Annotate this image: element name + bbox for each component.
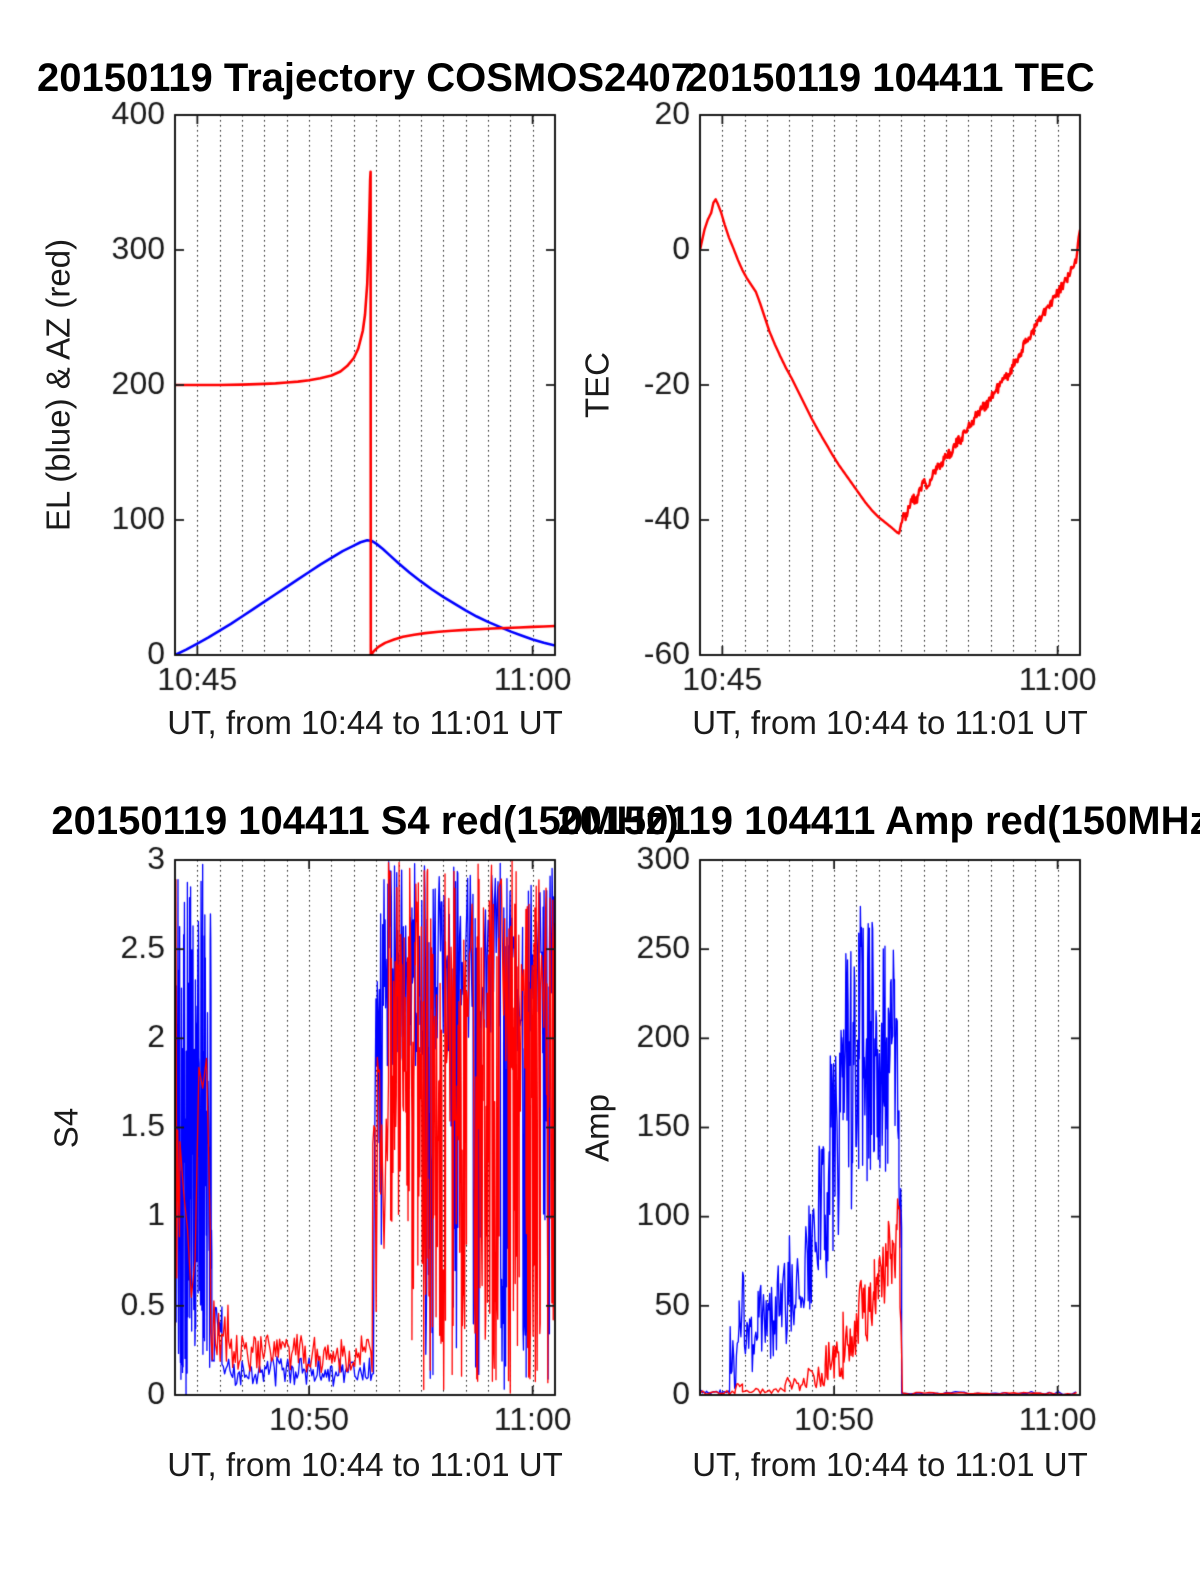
chart-title-amp: 20150119 104411 Amp red(150MHz) [557,799,1200,843]
chart-title-trajectory: 20150119 Trajectory COSMOS2407 [37,56,693,100]
xlabel-tec: UT, from 10:44 to 11:01 UT [692,704,1088,741]
xlabel-amp: UT, from 10:44 to 11:01 UT [692,1446,1088,1483]
xlabel-trajectory: UT, from 10:44 to 11:01 UT [167,704,563,741]
ylabel-s4: S4 [47,1107,85,1149]
chart-title-tec: 20150119 104411 TEC [685,56,1095,100]
ylabel-amp: Amp [578,1094,616,1162]
ylabel-trajectory: EL (blue) & AZ (red) [39,238,77,532]
xlabel-s4: UT, from 10:44 to 11:01 UT [167,1446,563,1483]
chart-title-s4: 20150119 104411 S4 red(150MHz) [51,799,679,843]
ylabel-tec: TEC [578,352,616,418]
